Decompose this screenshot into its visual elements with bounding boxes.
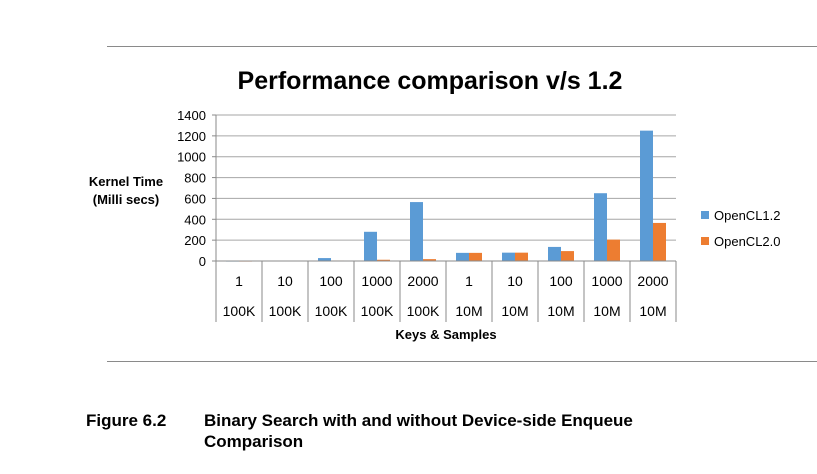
y-tick-label: 1400 (177, 108, 206, 123)
bar-opencl12 (410, 202, 423, 261)
bar-opencl12 (640, 130, 653, 261)
legend-label: OpenCL1.2 (714, 208, 781, 223)
y-tick-label: 1000 (177, 150, 206, 165)
x-tick-label-keys: 1 (235, 273, 243, 289)
x-tick-label-keys: 2000 (407, 273, 438, 289)
legend-swatch (701, 211, 709, 219)
chart-title: Performance comparison v/s 1.2 (238, 67, 623, 95)
x-tick-label-keys: 1000 (361, 273, 392, 289)
bar-opencl20 (377, 259, 390, 261)
x-tick-label-samples: 10M (455, 303, 482, 319)
bars (226, 130, 666, 262)
y-tick-label: 1200 (177, 129, 206, 144)
bar-opencl20 (561, 251, 574, 261)
y-axis-ticks: 0 200 400 600 800 1000 1200 1400 (177, 108, 216, 269)
bar-opencl20 (423, 259, 436, 261)
x-tick-label-samples: 100K (361, 303, 394, 319)
bar-opencl12 (548, 246, 561, 261)
x-tick-label-samples: 10M (501, 303, 528, 319)
bar-opencl12 (364, 231, 377, 261)
bar-opencl20 (515, 252, 528, 261)
bar-opencl20 (607, 239, 620, 261)
y-axis-label-line2: (Milli secs) (93, 192, 159, 207)
bar-opencl12 (502, 252, 515, 261)
legend-label: OpenCL2.0 (714, 234, 781, 249)
top-rule (107, 46, 817, 47)
x-axis-table: 1 100K 10 100K 100 100K 1000 100K 2000 100K 1 10M 10… (215, 115, 677, 322)
y-tick-label: 200 (184, 233, 206, 248)
x-tick-label-samples: 100K (407, 303, 440, 319)
x-tick-label-keys: 1 (465, 273, 473, 289)
x-tick-label-samples: 10M (593, 303, 620, 319)
y-tick-label: 400 (184, 212, 206, 227)
bar-opencl12 (318, 258, 331, 261)
x-tick-label-keys: 2000 (637, 273, 668, 289)
x-tick-label-keys: 10 (277, 273, 293, 289)
bar-opencl12 (594, 193, 607, 261)
x-tick-label-keys: 100 (549, 273, 573, 289)
x-tick-label-samples: 100K (269, 303, 302, 319)
x-tick-label-keys: 1000 (591, 273, 622, 289)
caption-text-line1: Binary Search with and without Device-si… (204, 411, 633, 430)
x-axis-label: Keys & Samples (395, 327, 496, 342)
x-tick-label-keys: 100 (319, 273, 343, 289)
bar-opencl12 (456, 252, 469, 261)
bar-chart: Performance comparison v/s 1.2 Kernel Ti… (89, 67, 781, 342)
x-tick-label-samples: 10M (547, 303, 574, 319)
legend-swatch (701, 237, 709, 245)
y-axis-label-line1: Kernel Time (89, 174, 163, 189)
figure-number: Figure 6.2 (86, 411, 167, 430)
y-tick-label: 600 (184, 191, 206, 206)
y-tick-label: 800 (184, 171, 206, 186)
x-tick-label-keys: 10 (507, 273, 523, 289)
y-tick-label: 0 (199, 254, 206, 269)
x-tick-label-samples: 100K (315, 303, 348, 319)
legend: OpenCL1.2 OpenCL2.0 (701, 208, 781, 249)
bar-opencl20 (469, 252, 482, 261)
x-tick-label-samples: 10M (639, 303, 666, 319)
bottom-rule (107, 361, 817, 362)
caption-text-line2: Comparison (204, 432, 304, 451)
x-tick-label-samples: 100K (223, 303, 256, 319)
bar-opencl20 (653, 222, 666, 261)
figure-caption: Figure 6.2 Binary Search with and without… (86, 410, 633, 452)
